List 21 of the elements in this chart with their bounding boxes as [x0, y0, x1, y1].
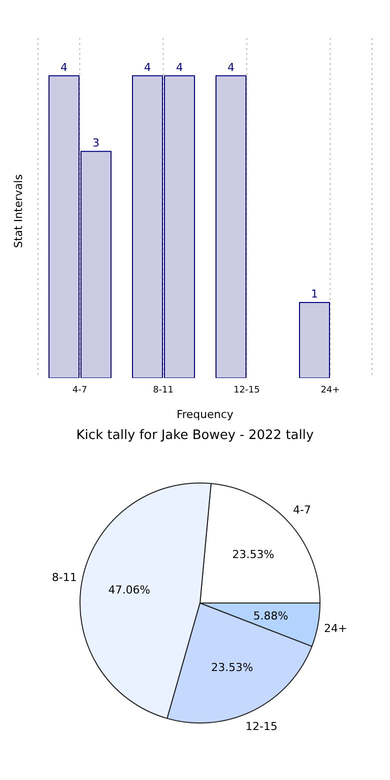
x-tick-label: 8-11	[153, 385, 174, 396]
data-label: 4	[176, 60, 183, 74]
x-tick-label: 4-7	[72, 385, 88, 396]
y-axis-title: Stat Intervals	[12, 174, 25, 248]
data-label: 23.53%	[211, 660, 254, 674]
data-label: 23.53%	[232, 548, 274, 561]
slice-label: 24+	[324, 622, 348, 635]
slice-label: 8-11	[52, 571, 77, 584]
data-label: 1	[311, 287, 318, 300]
x-tick-label: 24+	[320, 385, 340, 396]
data-label: 47.06%	[108, 583, 150, 596]
slice-label: 12-15	[246, 720, 278, 734]
data-label: 3	[92, 136, 100, 150]
data-label: 4	[144, 60, 151, 74]
x-tick-label: 12-15	[234, 385, 260, 396]
x-axis-title: Frequency	[176, 408, 234, 421]
slice-label: 4-7	[292, 504, 311, 517]
data-label: 4	[228, 60, 234, 74]
chart-title: Kick tally for Jake Bowey - 2022 tally	[75, 428, 315, 443]
data-label: 4	[60, 60, 68, 74]
data-label: 5.88%	[253, 610, 288, 623]
